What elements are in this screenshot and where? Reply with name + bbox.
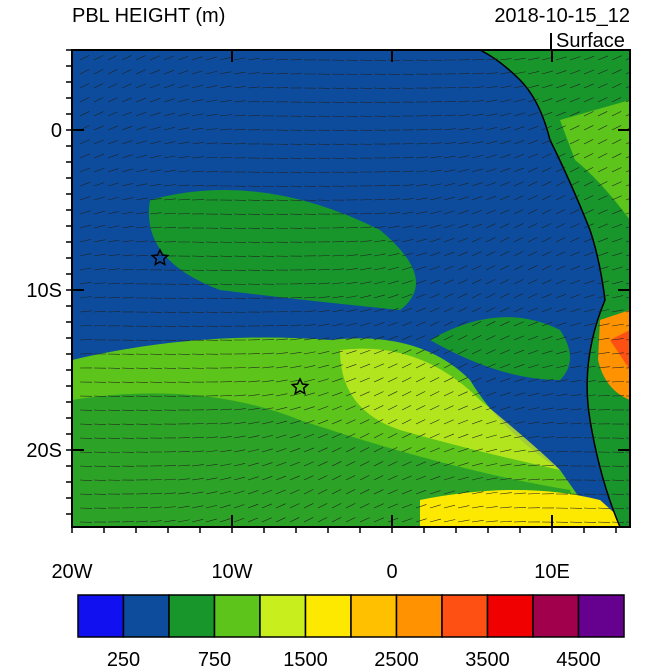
level: Surface [556,30,625,52]
lat-label: 20S [26,440,62,462]
colorbar-box [488,595,534,637]
lon-label: 10W [211,561,252,583]
lon-label: 0 [386,561,397,583]
colorbar-label: 4500 [556,649,601,667]
colorbar-box [260,595,306,637]
colorbar-box [306,595,352,637]
colorbar-label: 1500 [283,649,328,667]
lat-label: 0 [51,120,62,142]
colorbar-label: 250 [107,649,140,667]
colorbar-label: 2500 [374,649,419,667]
colorbar-box [533,595,579,637]
lon-label: 10E [534,561,570,583]
colorbar-label: 3500 [465,649,510,667]
colorbar-box [442,595,488,637]
colorbar-box [351,595,397,637]
colorbar-label: 750 [198,649,231,667]
colorbar-box [579,595,625,637]
colorbar: 250 750 1500 2500 3500 4500 [78,595,624,667]
colorbar-box [169,595,215,637]
lon-label: 20W [51,561,92,583]
colorbar-box [397,595,443,637]
lat-label: 10S [26,280,62,302]
date: 2018-10-15_12 [494,5,630,27]
colorbar-box [124,595,170,637]
field [72,50,638,527]
title: PBL HEIGHT (m) [72,5,225,27]
colorbar-box [215,595,261,637]
colorbar-box [78,595,124,637]
